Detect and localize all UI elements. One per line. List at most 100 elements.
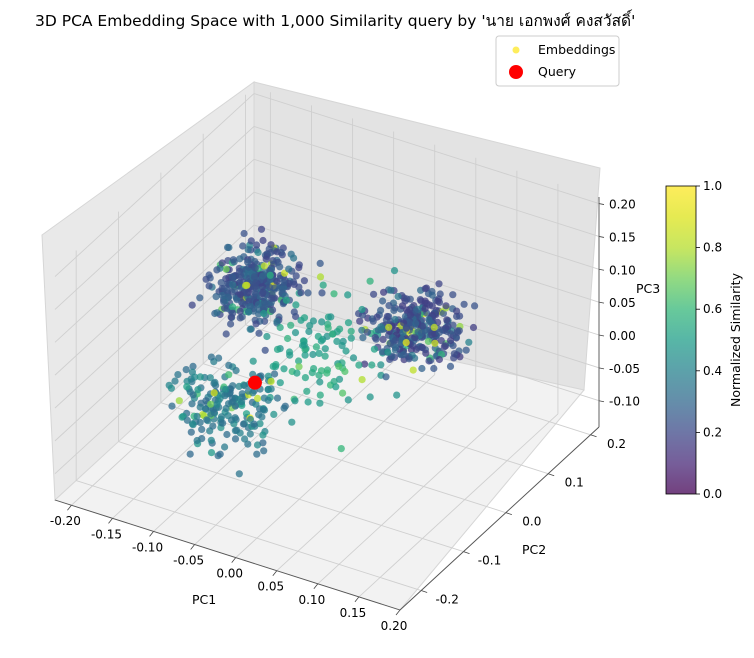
embedding-point: [337, 445, 345, 453]
y-axis-line: [399, 426, 600, 611]
embedding-point: [236, 290, 244, 299]
embedding-point: [250, 273, 258, 281]
embedding-point: [279, 244, 287, 252]
embedding-point: [249, 357, 257, 365]
embedding-point: [267, 377, 275, 385]
x-tick-mark: [190, 544, 195, 550]
embedding-point: [183, 416, 191, 424]
embedding-point: [273, 345, 282, 353]
embedding-point: [269, 362, 277, 370]
embedding-point: [359, 334, 367, 342]
embedding-point: [224, 243, 232, 251]
grid-line-z: [54, 191, 255, 376]
grid-line-z: [54, 158, 255, 343]
embedding-point: [252, 320, 260, 328]
embedding-point: [422, 349, 430, 357]
embedding-point: [369, 317, 377, 325]
embedding-point: [241, 281, 250, 290]
embedding-point: [358, 326, 366, 334]
embedding-point: [301, 374, 309, 382]
embedding-point: [289, 278, 298, 286]
embedding-point: [244, 246, 252, 254]
embedding-point: [418, 364, 426, 373]
embedding-point: [191, 373, 199, 381]
embedding-point: [205, 271, 213, 279]
embedding-point: [259, 431, 267, 439]
embedding-point: [193, 412, 201, 420]
embedding-point: [379, 297, 387, 305]
embedding-point: [377, 361, 385, 369]
embedding-point: [342, 347, 350, 355]
embedding-point: [223, 287, 231, 295]
embedding-point: [403, 295, 411, 303]
embedding-point: [450, 354, 458, 362]
embedding-point: [213, 309, 221, 317]
embedding-point: [309, 317, 317, 325]
colorbar-gradient: [665, 185, 697, 495]
embedding-point: [305, 327, 313, 336]
embedding-point: [379, 335, 387, 343]
embedding-point: [363, 328, 371, 336]
embedding-point: [321, 345, 329, 353]
embedding-point: [382, 373, 390, 381]
embedding-point: [290, 308, 298, 316]
embedding-point: [224, 412, 232, 420]
embedding-point: [347, 334, 355, 342]
embedding-point: [453, 307, 461, 315]
embedding-point: [330, 290, 338, 298]
embedding-point: [303, 387, 311, 395]
embedding-point: [236, 307, 244, 315]
embedding-point: [285, 265, 293, 273]
embedding-point: [280, 278, 288, 287]
embedding-point: [330, 377, 338, 386]
embedding-point: [430, 364, 438, 373]
embedding-point: [407, 346, 415, 354]
embedding-point: [300, 341, 308, 349]
embedding-point: [268, 294, 276, 302]
embedding-point: [273, 277, 281, 285]
embedding-point: [392, 344, 400, 352]
embedding-point: [224, 293, 233, 302]
embedding-point: [290, 254, 298, 262]
embedding-point: [409, 366, 417, 374]
embedding-point: [219, 419, 227, 427]
grid-line-z: [54, 224, 255, 409]
embedding-point: [425, 357, 433, 365]
embedding-point: [258, 283, 267, 291]
embedding-point: [344, 291, 352, 299]
embedding-point: [284, 334, 292, 343]
embedding-point: [291, 397, 299, 405]
embedding-point: [249, 389, 257, 397]
embedding-point: [264, 396, 272, 404]
embedding-point: [187, 428, 195, 436]
embedding-point: [327, 313, 335, 321]
embedding-point: [196, 294, 204, 302]
embedding-point: [335, 375, 344, 383]
grid-line-z: [54, 93, 255, 277]
embedding-point: [218, 291, 226, 299]
embedding-point: [316, 273, 325, 281]
embedding-point: [300, 314, 309, 322]
embedding-point: [421, 285, 429, 293]
query-point: [247, 375, 262, 390]
grid-line-z: [54, 290, 255, 475]
x-tick-label: 0.10: [298, 593, 325, 607]
embedding-point: [188, 420, 196, 428]
embedding-point: [229, 273, 237, 281]
embedding-point: [260, 309, 268, 318]
embedding-point: [446, 336, 455, 345]
grid-line-z: [253, 158, 600, 270]
embedding-point: [223, 430, 231, 439]
colorbar-tick-label: 1.0: [703, 179, 722, 193]
embedding-point: [251, 289, 259, 297]
embedding-point: [269, 306, 277, 314]
x-tick-mark: [272, 570, 278, 576]
embedding-point: [428, 302, 436, 310]
embedding-point: [253, 450, 261, 458]
embedding-point: [254, 248, 262, 257]
embedding-point: [300, 277, 308, 285]
embedding-point: [421, 297, 429, 305]
embedding-point: [189, 391, 197, 399]
embedding-point: [257, 225, 266, 233]
embedding-point: [295, 261, 303, 269]
